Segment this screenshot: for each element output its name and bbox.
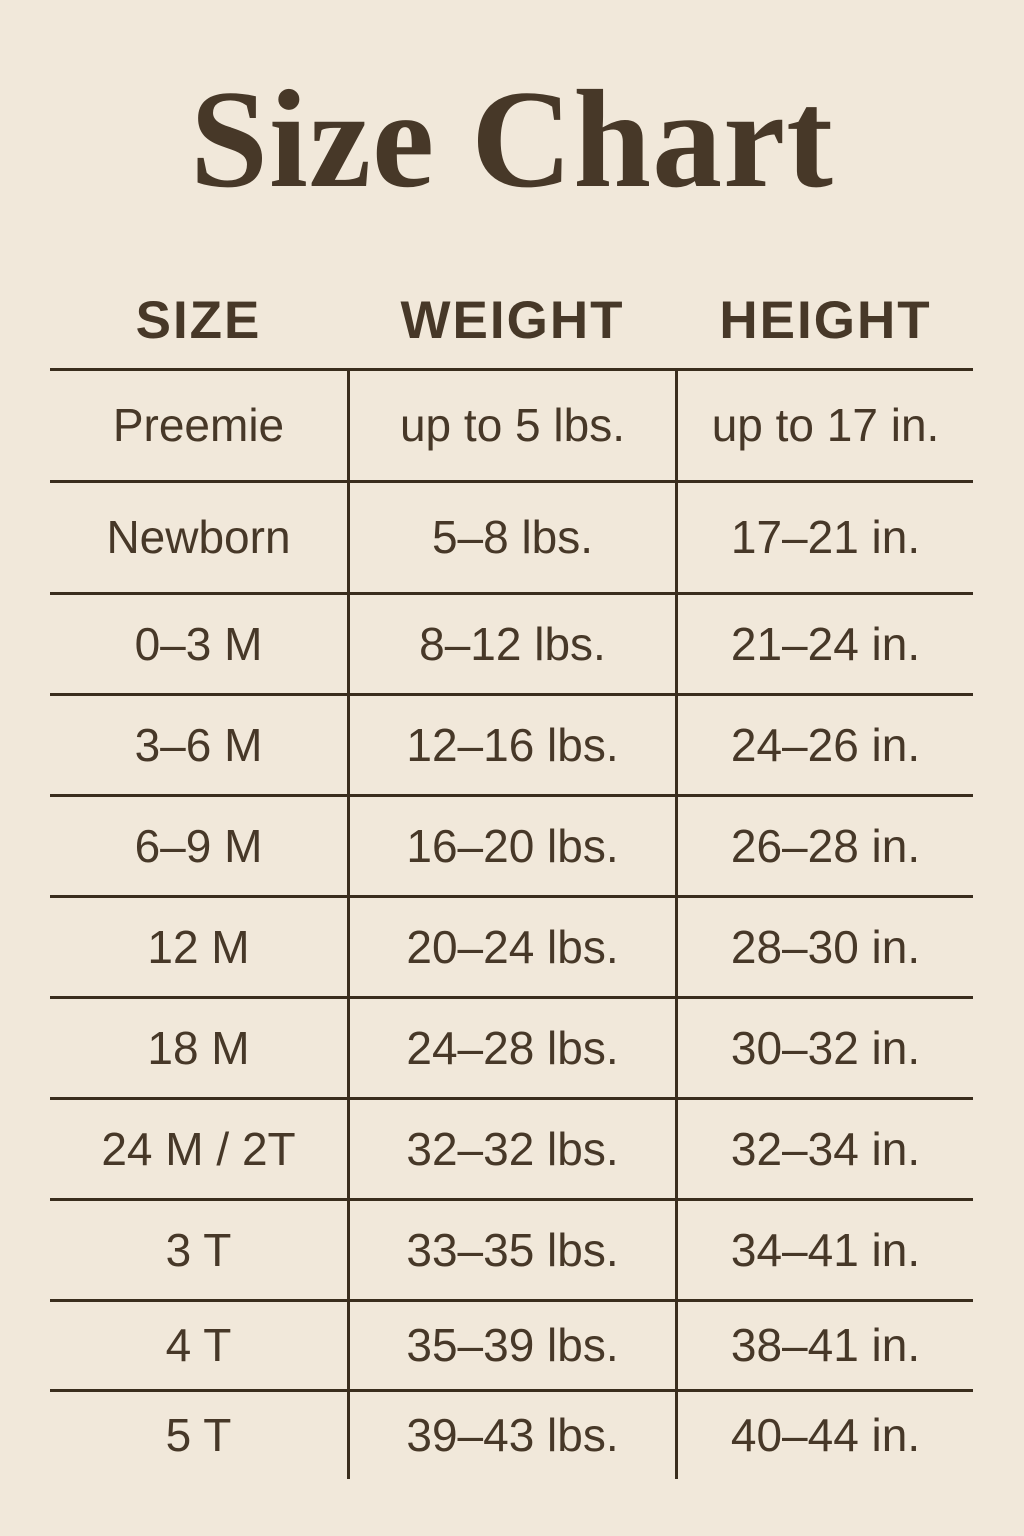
cell-weight: 20–24 lbs. (347, 898, 678, 996)
table-row: 24 M / 2T 32–32 lbs. 32–34 in. (50, 1097, 973, 1198)
cell-weight: 8–12 lbs. (347, 595, 678, 693)
cell-height: up to 17 in. (711, 399, 940, 452)
cell-size: 18 M (147, 1021, 250, 1074)
cell-height: 30–32 in. (730, 1021, 921, 1074)
cell-weight: 24–28 lbs. (347, 999, 678, 1097)
cell-size: 0–3 M (134, 617, 263, 670)
cell-height: 17–21 in. (730, 511, 921, 564)
cell-weight: 32–32 lbs. (347, 1100, 678, 1198)
cell-weight: 33–35 lbs. (347, 1201, 678, 1299)
table-row: Newborn 5–8 lbs. 17–21 in. (50, 480, 973, 592)
table-row: 3–6 M 12–16 lbs. 24–26 in. (50, 693, 973, 794)
table-row: 18 M 24–28 lbs. 30–32 in. (50, 996, 973, 1097)
cell-weight: 39–43 lbs. (347, 1392, 678, 1479)
cell-size: 4 T (165, 1319, 232, 1372)
cell-height: 26–28 in. (730, 819, 921, 872)
cell-size: 5 T (165, 1409, 232, 1462)
table-row: 12 M 20–24 lbs. 28–30 in. (50, 895, 973, 996)
table-row: 3 T 33–35 lbs. 34–41 in. (50, 1198, 973, 1299)
column-header-height: HEIGHT (719, 290, 932, 350)
cell-size: Newborn (106, 511, 291, 564)
page-title: Size Chart (190, 62, 834, 217)
table-body: Preemie up to 5 lbs. up to 17 in. Newbor… (50, 368, 973, 1479)
column-header-size: SIZE (135, 290, 262, 350)
cell-weight: 12–16 lbs. (347, 696, 678, 794)
cell-weight: 16–20 lbs. (347, 797, 678, 895)
size-chart-table: SIZE WEIGHT HEIGHT Preemie up to 5 lbs. … (50, 272, 973, 1479)
cell-weight: 5–8 lbs. (347, 483, 678, 592)
cell-height: 38–41 in. (730, 1319, 921, 1372)
table-row: 5 T 39–43 lbs. 40–44 in. (50, 1389, 973, 1479)
cell-size: Preemie (112, 399, 285, 452)
table-row: 4 T 35–39 lbs. 38–41 in. (50, 1299, 973, 1389)
cell-height: 32–34 in. (730, 1122, 921, 1175)
cell-size: 3–6 M (134, 718, 263, 771)
cell-height: 24–26 in. (730, 718, 921, 771)
cell-size: 3 T (165, 1223, 232, 1276)
cell-weight: 35–39 lbs. (347, 1302, 678, 1389)
cell-height: 34–41 in. (730, 1223, 921, 1276)
cell-size: 12 M (147, 920, 250, 973)
table-row: 6–9 M 16–20 lbs. 26–28 in. (50, 794, 973, 895)
table-row: 0–3 M 8–12 lbs. 21–24 in. (50, 592, 973, 693)
column-header-weight: WEIGHT (400, 290, 625, 350)
cell-height: 40–44 in. (730, 1409, 921, 1462)
cell-weight: up to 5 lbs. (347, 371, 678, 480)
table-row: Preemie up to 5 lbs. up to 17 in. (50, 368, 973, 480)
table-header-row: SIZE WEIGHT HEIGHT (50, 272, 973, 368)
cell-height: 28–30 in. (730, 920, 921, 973)
cell-size: 24 M / 2T (101, 1122, 296, 1175)
cell-height: 21–24 in. (730, 617, 921, 670)
cell-size: 6–9 M (134, 819, 263, 872)
